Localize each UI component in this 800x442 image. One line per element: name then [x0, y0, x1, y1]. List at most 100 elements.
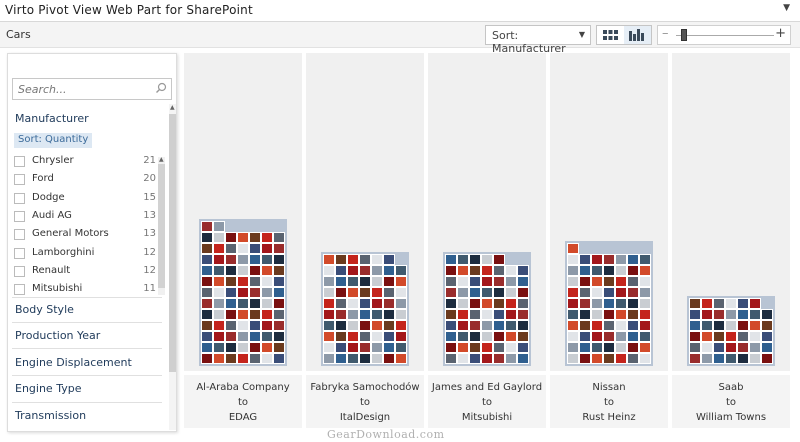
car-thumbnail[interactable]	[627, 287, 639, 298]
car-thumbnail[interactable]	[213, 243, 225, 254]
car-thumbnail[interactable]	[469, 287, 481, 298]
car-thumbnail[interactable]	[579, 331, 591, 342]
car-thumbnail[interactable]	[359, 287, 371, 298]
car-thumbnail[interactable]	[457, 254, 469, 265]
car-thumbnail[interactable]	[225, 287, 237, 298]
car-thumbnail[interactable]	[249, 265, 261, 276]
car-thumbnail[interactable]	[383, 331, 395, 342]
car-thumbnail[interactable]	[591, 309, 603, 320]
car-thumbnail[interactable]	[201, 287, 213, 298]
list-item[interactable]: Dodge 15	[14, 190, 162, 207]
car-thumbnail[interactable]	[737, 309, 749, 320]
car-thumbnail[interactable]	[213, 298, 225, 309]
car-thumbnail[interactable]	[603, 353, 615, 364]
car-thumbnail[interactable]	[347, 331, 359, 342]
car-thumbnail[interactable]	[761, 353, 773, 364]
car-thumbnail[interactable]	[383, 254, 395, 265]
car-thumbnail[interactable]	[493, 353, 505, 364]
car-thumbnail[interactable]	[457, 353, 469, 364]
car-thumbnail[interactable]	[505, 342, 517, 353]
car-thumbnail[interactable]	[273, 243, 285, 254]
car-thumbnail[interactable]	[335, 309, 347, 320]
car-thumbnail[interactable]	[383, 309, 395, 320]
car-thumbnail[interactable]	[371, 287, 383, 298]
car-thumbnail[interactable]	[493, 265, 505, 276]
car-thumbnail[interactable]	[237, 287, 249, 298]
search-icon[interactable]	[155, 82, 167, 94]
car-thumbnail[interactable]	[261, 287, 273, 298]
checkbox[interactable]	[14, 229, 25, 240]
car-thumbnail[interactable]	[213, 254, 225, 265]
car-thumbnail[interactable]	[371, 265, 383, 276]
car-thumbnail[interactable]	[201, 309, 213, 320]
car-thumbnail[interactable]	[639, 320, 651, 331]
car-thumbnail[interactable]	[517, 276, 529, 287]
car-thumbnail[interactable]	[445, 265, 457, 276]
car-thumbnail[interactable]	[347, 309, 359, 320]
column-label[interactable]: Al-Araba Company to EDAG	[184, 375, 302, 428]
car-thumbnail[interactable]	[225, 232, 237, 243]
car-thumbnail[interactable]	[445, 342, 457, 353]
car-thumbnail[interactable]	[713, 320, 725, 331]
car-thumbnail[interactable]	[579, 353, 591, 364]
car-thumbnail[interactable]	[273, 353, 285, 364]
car-thumbnail[interactable]	[237, 298, 249, 309]
car-thumbnail[interactable]	[249, 353, 261, 364]
car-thumbnail[interactable]	[445, 353, 457, 364]
car-thumbnail[interactable]	[201, 254, 213, 265]
checkbox[interactable]	[14, 266, 25, 277]
car-thumbnail[interactable]	[761, 342, 773, 353]
car-thumbnail[interactable]	[591, 276, 603, 287]
car-thumbnail[interactable]	[627, 276, 639, 287]
car-thumbnail[interactable]	[505, 287, 517, 298]
car-thumbnail[interactable]	[383, 353, 395, 364]
car-thumbnail[interactable]	[273, 287, 285, 298]
car-thumbnail[interactable]	[567, 287, 579, 298]
car-thumbnail[interactable]	[701, 309, 713, 320]
scrollbar-thumb[interactable]	[169, 114, 176, 372]
car-thumbnail[interactable]	[603, 265, 615, 276]
car-thumbnail[interactable]	[701, 342, 713, 353]
car-thumbnail[interactable]	[615, 342, 627, 353]
car-thumbnail[interactable]	[603, 309, 615, 320]
car-thumbnail[interactable]	[761, 320, 773, 331]
car-thumbnail[interactable]	[261, 265, 273, 276]
car-thumbnail[interactable]	[457, 287, 469, 298]
car-thumbnail[interactable]	[603, 331, 615, 342]
car-thumbnail[interactable]	[481, 265, 493, 276]
car-thumbnail[interactable]	[627, 320, 639, 331]
car-thumbnail[interactable]	[225, 309, 237, 320]
car-thumbnail[interactable]	[517, 287, 529, 298]
car-thumbnail[interactable]	[493, 287, 505, 298]
car-thumbnail[interactable]	[591, 254, 603, 265]
car-thumbnail[interactable]	[481, 276, 493, 287]
car-thumbnail[interactable]	[615, 320, 627, 331]
car-thumbnail[interactable]	[725, 353, 737, 364]
car-thumbnail[interactable]	[457, 342, 469, 353]
car-thumbnail[interactable]	[505, 265, 517, 276]
car-thumbnail[interactable]	[713, 342, 725, 353]
car-thumbnail[interactable]	[213, 276, 225, 287]
car-thumbnail[interactable]	[639, 331, 651, 342]
facet-production-year[interactable]: Production Year	[15, 329, 101, 342]
car-thumbnail[interactable]	[615, 254, 627, 265]
car-thumbnail[interactable]	[517, 265, 529, 276]
car-thumbnail[interactable]	[261, 309, 273, 320]
car-thumbnail[interactable]	[725, 342, 737, 353]
car-thumbnail[interactable]	[237, 353, 249, 364]
car-thumbnail[interactable]	[603, 254, 615, 265]
car-thumbnail[interactable]	[627, 254, 639, 265]
car-thumbnail[interactable]	[237, 309, 249, 320]
breadcrumb[interactable]: Cars	[6, 28, 31, 41]
pivot-column[interactable]	[306, 53, 424, 371]
car-thumbnail[interactable]	[615, 353, 627, 364]
car-thumbnail[interactable]	[579, 309, 591, 320]
scrollbar-thumb[interactable]	[158, 164, 165, 288]
car-thumbnail[interactable]	[213, 221, 225, 232]
car-thumbnail[interactable]	[225, 243, 237, 254]
car-thumbnail[interactable]	[505, 353, 517, 364]
car-thumbnail[interactable]	[261, 254, 273, 265]
car-thumbnail[interactable]	[237, 265, 249, 276]
car-thumbnail[interactable]	[749, 342, 761, 353]
car-thumbnail[interactable]	[261, 276, 273, 287]
